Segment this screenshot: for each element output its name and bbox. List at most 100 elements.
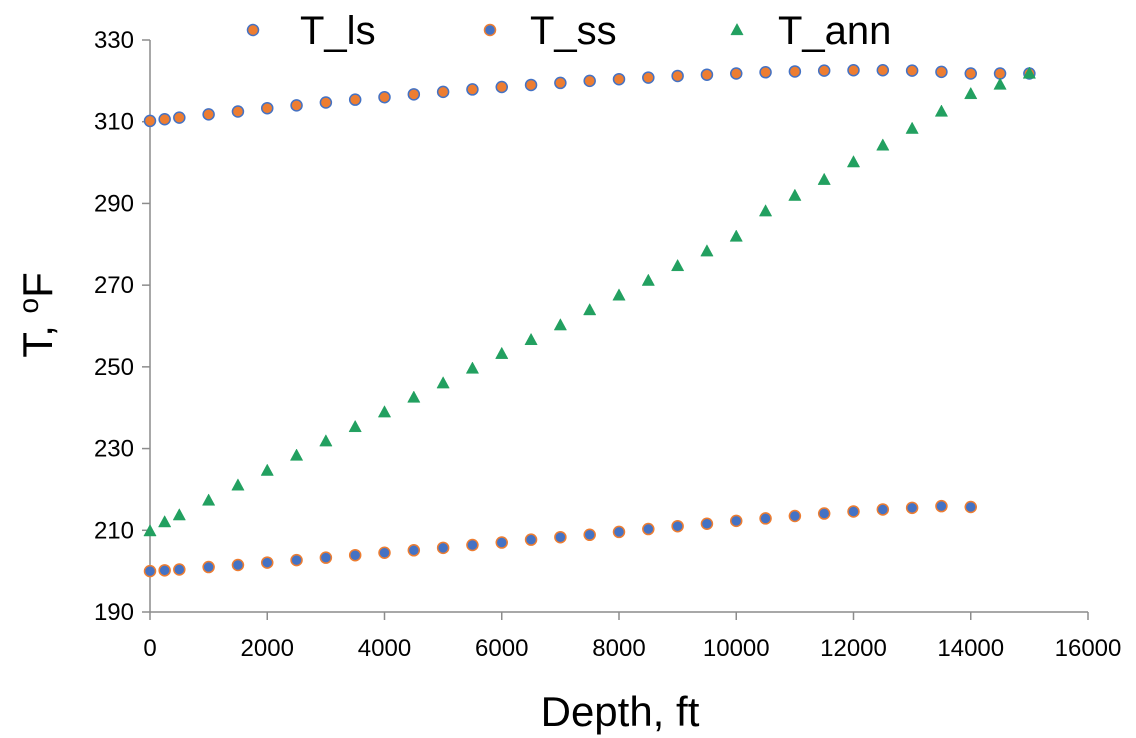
point-t-ls [436,85,450,99]
series-layer [143,63,1036,578]
point-t-ss [143,564,157,578]
legend: T_ls T_ss T_ann [246,9,891,53]
legend-item-t-ann: T_ann [730,9,891,53]
point-t-ls [495,80,508,94]
point-t-ann [846,155,861,168]
y-tick-label: 250 [94,354,134,381]
point-t-ss [554,530,567,544]
point-t-ss [612,525,626,539]
point-t-ann [876,138,890,151]
point-t-ann [1022,66,1036,79]
point-t-ls [583,74,596,88]
point-t-ann [934,104,949,117]
series-t-ann [143,66,1036,537]
point-t-ann [348,419,362,433]
point-t-ann [202,493,216,506]
point-t-ls [319,96,333,109]
point-t-ann [158,515,172,528]
point-t-ls [700,68,714,81]
legend-marker-t-ss [483,23,497,37]
point-t-ann [758,204,773,217]
point-t-ss [847,505,860,518]
point-t-ann [671,258,685,272]
series-t-ss [143,499,977,578]
point-t-ls [993,67,1007,80]
point-t-ls [466,83,479,96]
point-t-ann [172,508,186,521]
point-t-ann [993,77,1007,90]
point-t-ls [964,67,977,80]
point-t-ss [964,500,977,514]
point-t-ann [817,172,831,185]
point-t-ann [436,376,450,389]
point-t-ss [671,519,684,533]
y-tick-label: 210 [94,517,134,544]
point-t-ann [729,229,743,242]
point-t-ls [524,78,538,92]
point-t-ss [730,514,743,528]
point-t-ls [290,99,303,112]
x-tick-label: 10000 [703,635,770,662]
point-t-ss [202,560,215,574]
point-t-ls [612,72,626,86]
x-tick-label: 16000 [1055,635,1122,662]
point-t-ann [524,332,538,346]
point-t-ss [905,501,919,515]
point-t-ls [642,71,655,84]
point-t-ls [817,64,831,77]
y-axis-title: T, oF [13,272,61,358]
point-t-ss [583,528,596,542]
point-t-ann [700,244,714,257]
point-t-ss [158,564,171,577]
point-t-ls [348,93,362,106]
x-tick-label: 12000 [820,635,887,662]
point-t-ann [465,361,480,374]
x-tick-label: 0 [143,635,156,662]
y-axis-title-main: T, [14,313,61,357]
point-t-ls [378,90,391,104]
legend-item-t-ls: T_ls [246,9,376,53]
point-t-ss [817,507,831,520]
point-t-ann [641,273,655,286]
point-t-ls [231,105,245,118]
point-t-ann [495,346,509,359]
point-t-ann [905,121,919,134]
point-t-ss [436,541,450,555]
point-t-ls [143,114,157,128]
point-t-ann [377,405,392,418]
x-axis-title: Depth, ft [541,688,700,735]
x-tick-label: 6000 [475,635,528,662]
y-tick-label: 330 [94,27,134,54]
x-tick-label: 4000 [358,635,411,662]
point-t-ss [319,551,333,564]
point-t-ls [671,69,684,83]
point-t-ss [495,536,508,549]
point-t-ss [407,544,421,557]
point-t-ls [759,66,772,79]
point-t-ls [730,67,743,80]
legend-marker-t-ls [246,23,260,37]
point-t-ann [231,478,245,491]
point-t-ss [348,548,362,562]
x-tick-label: 8000 [592,635,645,662]
y-axis-title-unit: F [14,272,61,298]
point-t-ann [319,434,333,447]
point-t-ann [964,86,978,100]
y-axis-title-super: o [13,298,44,314]
point-t-ls [173,111,186,124]
point-t-ann [553,318,567,331]
legend-label-t-ss: T_ss [530,9,617,53]
y-axis-ticks: 190 210 230 250 270 290 310 330 [94,27,150,626]
point-t-ann [407,390,421,403]
y-tick-label: 230 [94,436,134,463]
point-t-ss [876,503,890,516]
point-t-ss [788,509,802,523]
y-tick-label: 190 [94,599,134,626]
legend-item-t-ss: T_ss [483,9,617,53]
point-t-ann [583,303,597,316]
point-t-ls [847,63,860,77]
point-t-ls [905,64,919,77]
point-t-ss [231,558,245,572]
point-t-ls [788,65,802,78]
